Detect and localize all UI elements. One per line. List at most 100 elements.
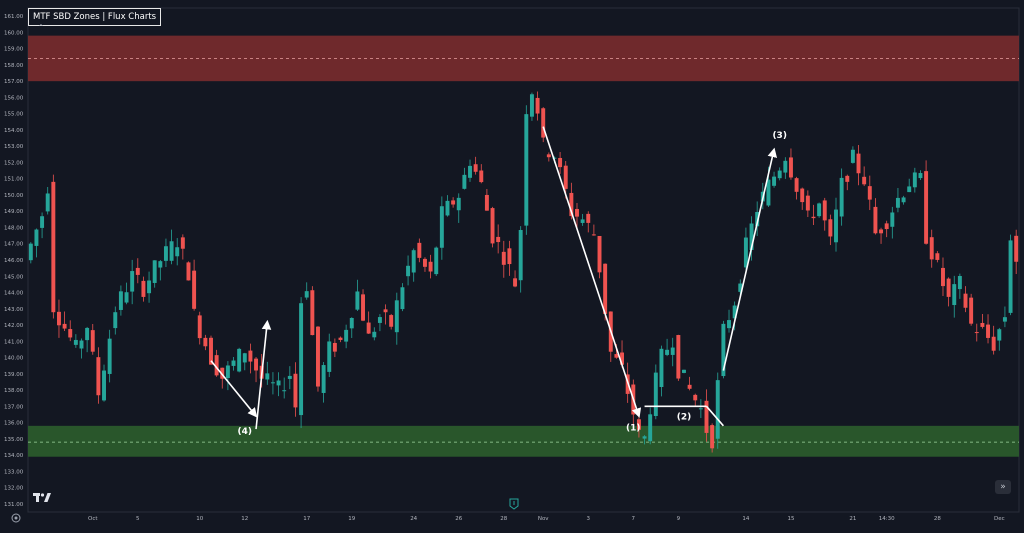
candle-body [254,358,259,371]
candle-body [518,230,523,281]
candle-body [287,375,292,379]
x-tick-label: 14:30 [879,516,895,522]
y-tick-label: 134.00 [4,453,24,459]
candle-body [636,419,641,430]
candle-body [957,276,962,290]
candle-body [738,283,743,292]
x-tick-label: 7 [632,516,636,522]
candle-body [321,365,326,393]
y-tick-label: 160.00 [4,30,24,36]
y-tick-label: 148.00 [4,225,24,231]
candle-body [597,235,602,273]
candle-body [1008,240,1013,313]
candle-body [428,261,433,272]
y-tick-label: 154.00 [4,128,24,134]
candle-body [366,322,371,334]
candle-body [51,181,56,313]
candle-body [169,241,174,261]
candle-body [158,261,163,268]
candle-body [468,165,472,178]
x-tick-label: 10 [196,516,203,522]
candle-body [338,337,343,340]
y-tick-label: 144.00 [4,291,24,297]
candle-body [417,242,422,258]
candle-body [355,291,360,310]
y-tick-label: 150.00 [4,193,24,199]
scroll-to-realtime-button[interactable]: » [995,480,1011,494]
candle-body [575,208,579,217]
candle-body [332,342,337,352]
x-tick-label: 28 [500,516,507,522]
candle-body [980,322,985,327]
chevron-up-icon[interactable]: ⌃ [37,23,45,32]
candle-body [749,223,754,251]
demand-zone [28,425,1019,457]
candle-body [265,373,270,380]
candle-body [304,291,309,298]
candle-body [603,263,608,314]
tradingview-logo-icon [33,493,51,502]
x-tick-label: 17 [303,516,310,522]
candle-body [377,317,382,323]
candle-body [445,200,450,216]
candle-body [535,97,540,114]
y-tick-label: 137.00 [4,404,24,410]
y-tick-label: 140.00 [4,356,24,362]
candle-body [451,200,456,205]
candle-body [569,192,574,217]
candle-body [890,212,895,227]
candle-body [901,197,906,203]
candle-body [90,330,95,352]
candle-body [186,262,191,281]
candle-body [822,200,827,221]
candle-body [113,312,118,329]
annotation-label: (1) [626,424,641,434]
candle-body [180,237,185,249]
y-tick-label: 152.00 [4,160,24,166]
candle-body [372,331,377,338]
y-tick-label: 133.00 [4,469,24,475]
y-tick-label: 161.00 [4,14,24,20]
indicator-legend[interactable]: MTF SBD Zones | Flux Charts [28,8,162,26]
candle-body [591,234,596,236]
candle-body [507,248,512,265]
candle-body [1014,235,1019,262]
candle-body [946,278,951,297]
candle-body [197,315,202,339]
candle-body [400,287,405,310]
candle-body [96,357,101,396]
annotation-arrow [210,360,258,418]
candle-body [974,332,979,334]
y-tick-label: 159.00 [4,47,24,53]
candle-body [580,219,585,223]
candle-body [406,265,411,277]
x-tick-label: 26 [455,516,462,522]
candle-body [986,324,991,338]
candle-body [586,213,591,223]
candle-body [929,237,934,260]
candle-body [40,216,45,228]
candle-body [242,353,247,363]
candle-body [147,280,152,294]
candle-body [282,390,287,392]
candle-body [1002,317,1007,322]
candle-body [715,380,720,439]
candle-body [439,206,444,248]
candle-body [524,114,529,226]
x-tick-label: 15 [787,516,794,522]
candle-body [237,348,242,372]
candle-body [817,203,822,217]
candle-body [529,94,534,117]
candle-body [800,188,805,203]
settings-gear-icon[interactable] [11,513,21,523]
candle-body [501,251,506,265]
candle-body [225,365,230,379]
event-marker-icon[interactable] [509,498,519,510]
candle-body [952,284,957,306]
candle-body [670,347,675,355]
candle-body [45,193,50,212]
candle-body [811,216,816,219]
candle-body [102,370,106,401]
candle-body [327,341,332,372]
